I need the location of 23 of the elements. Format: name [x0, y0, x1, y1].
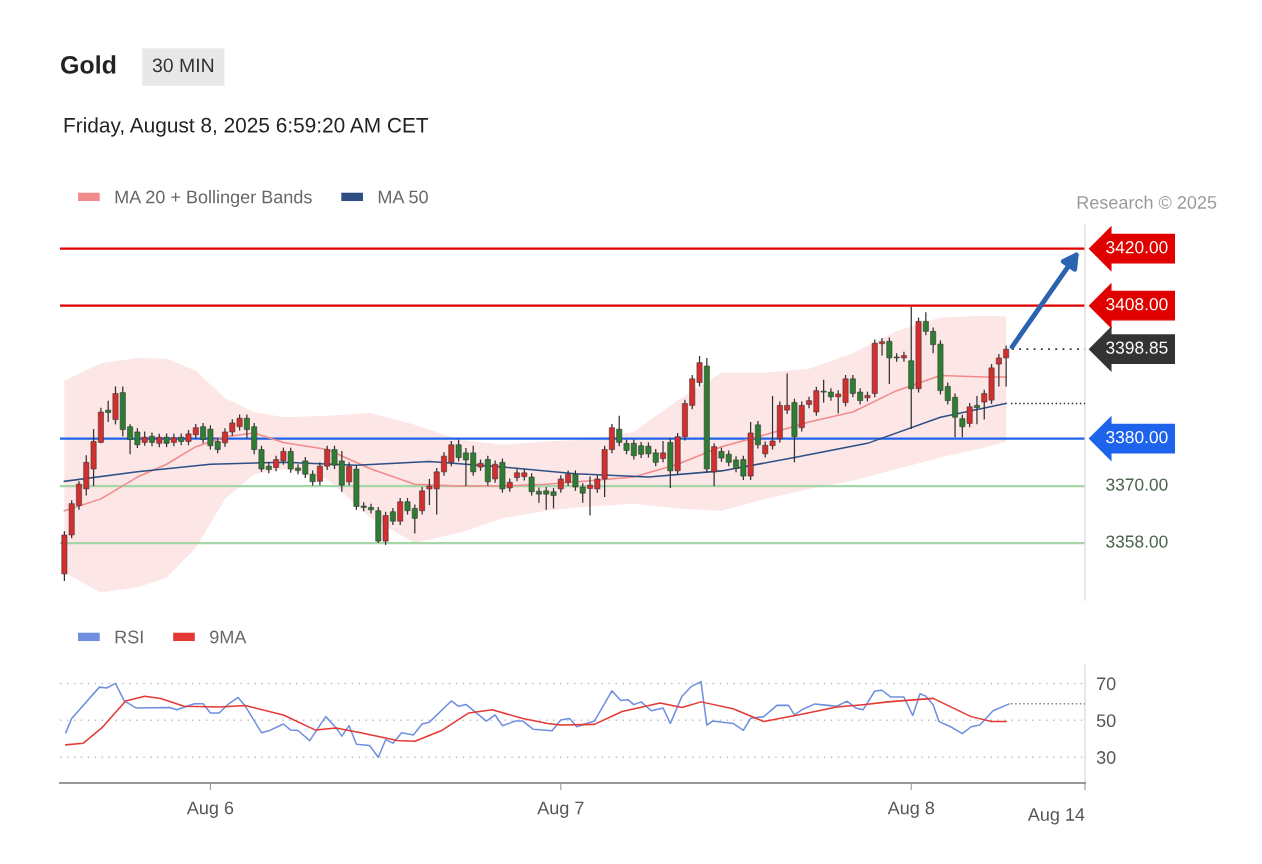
x-tick-label: Aug 7: [537, 801, 584, 818]
x-tick-label: Aug 6: [186, 801, 234, 818]
y-tick-label: 70: [1097, 677, 1116, 691]
legend-label: MA 20 + Bollinger Bands: [115, 190, 312, 207]
ref-line-label: 3370.00: [1106, 478, 1168, 491]
line-series: [65, 680, 1010, 758]
y-tick-label: 50: [1096, 714, 1116, 728]
text: Aug 14: [1027, 808, 1085, 825]
text: 30 MIN: [152, 58, 214, 73]
line-series: [65, 695, 1007, 746]
chart-title: Gold: [61, 55, 116, 74]
legend-label: 9MA: [210, 630, 247, 644]
ref-line-label: 3380.00: [1106, 430, 1168, 444]
x-tick-label: Aug 8: [887, 801, 935, 818]
legend-label: RSI: [115, 630, 143, 644]
chart-subtitle: Friday, August 8, 2025 6:59:20 AM CET: [64, 117, 429, 137]
ref-line-label: 3398.85: [1106, 341, 1168, 354]
legend-label: MA 50: [378, 190, 428, 204]
y-tick-label: 30: [1096, 751, 1116, 764]
ref-line-label: 3358.00: [1106, 535, 1168, 548]
ref-line-label: 3420.00: [1106, 241, 1168, 254]
ref-line-label: 3408.00: [1106, 298, 1168, 311]
text: Research © 2025: [1077, 195, 1217, 209]
